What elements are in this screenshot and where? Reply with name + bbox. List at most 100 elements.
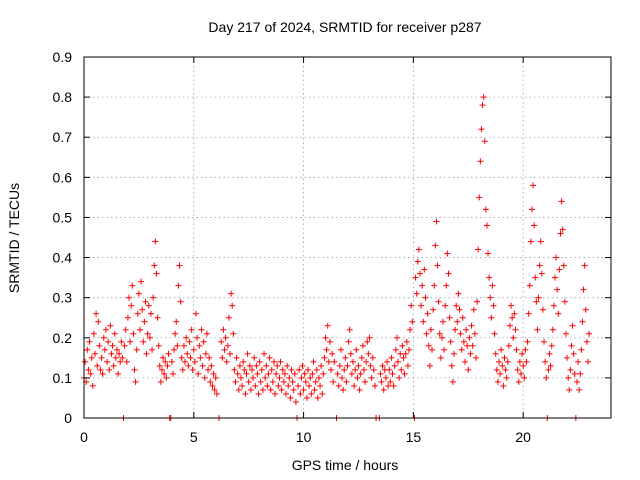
- data-point: [385, 382, 392, 389]
- data-point: [311, 386, 318, 393]
- data-point: [401, 370, 408, 377]
- data-point: [514, 366, 521, 373]
- data-point: [580, 286, 587, 293]
- data-point: [535, 294, 542, 301]
- data-point: [224, 342, 231, 349]
- data-point: [474, 298, 481, 305]
- data-point: [481, 138, 488, 145]
- data-point: [268, 366, 275, 373]
- data-point: [195, 370, 202, 377]
- data-point: [147, 310, 154, 317]
- data-point: [405, 346, 412, 353]
- data-point: [157, 378, 164, 385]
- data-point: [312, 378, 319, 385]
- data-point: [115, 370, 122, 377]
- data-point: [128, 302, 135, 309]
- data-point: [190, 346, 197, 353]
- data-point: [370, 366, 377, 373]
- data-point: [477, 158, 484, 165]
- data-point: [468, 322, 475, 329]
- data-point: [575, 358, 582, 365]
- data-point: [335, 382, 342, 389]
- data-point: [244, 350, 251, 357]
- data-point: [528, 206, 535, 213]
- data-point: [161, 370, 168, 377]
- data-point: [440, 318, 447, 325]
- data-point: [521, 374, 528, 381]
- data-point: [488, 314, 495, 321]
- data-point: [438, 334, 445, 341]
- data-point: [339, 374, 346, 381]
- data-point: [192, 310, 199, 317]
- data-point: [413, 290, 420, 297]
- chart-title: Day 217 of 2024, SRMTID for receiver p28…: [208, 19, 481, 35]
- data-point: [307, 374, 314, 381]
- data-point: [127, 338, 134, 345]
- data-point: [267, 386, 274, 393]
- data-point: [286, 374, 293, 381]
- data-point: [454, 318, 461, 325]
- data-point: [130, 330, 137, 337]
- x-tick-label: 10: [296, 429, 312, 445]
- data-point: [558, 198, 565, 205]
- y-axis-label: SRMTID / TECUs: [6, 183, 22, 293]
- data-point: [502, 366, 509, 373]
- data-point: [310, 358, 317, 365]
- data-point: [145, 302, 152, 309]
- data-point: [530, 182, 537, 189]
- data-point: [483, 222, 490, 229]
- data-point: [343, 378, 350, 385]
- data-point: [250, 374, 257, 381]
- data-point: [270, 358, 277, 365]
- data-point: [526, 282, 533, 289]
- data-point: [229, 302, 236, 309]
- x-tick-label: 15: [406, 429, 422, 445]
- data-point: [160, 354, 167, 361]
- data-point: [421, 266, 428, 273]
- data-point: [357, 370, 364, 377]
- data-point: [536, 262, 543, 269]
- y-tick-label: 0: [64, 410, 72, 426]
- data-point: [425, 342, 432, 349]
- data-point: [296, 366, 303, 373]
- data-point: [97, 366, 104, 373]
- data-point: [138, 278, 145, 285]
- data-point: [201, 374, 208, 381]
- data-point: [368, 374, 375, 381]
- data-point: [341, 366, 348, 373]
- data-point: [264, 382, 271, 389]
- data-point: [285, 382, 292, 389]
- data-point: [342, 354, 349, 361]
- data-point: [206, 354, 213, 361]
- data-point: [235, 386, 242, 393]
- data-point: [314, 394, 321, 401]
- y-tick-label: 0.6: [53, 169, 73, 185]
- data-point: [163, 374, 170, 381]
- data-point: [99, 370, 106, 377]
- data-point: [437, 354, 444, 361]
- data-point: [443, 282, 450, 289]
- y-tick-label: 0.5: [53, 209, 73, 225]
- data-point: [88, 354, 95, 361]
- data-point: [412, 274, 419, 281]
- data-point: [242, 390, 249, 397]
- data-point: [207, 378, 214, 385]
- data-point: [586, 330, 593, 337]
- data-point: [490, 302, 497, 309]
- data-point: [560, 262, 567, 269]
- data-point: [101, 346, 108, 353]
- data-point: [538, 270, 545, 277]
- data-point: [126, 294, 133, 301]
- data-point: [266, 354, 273, 361]
- data-point: [121, 342, 128, 349]
- data-point: [280, 378, 287, 385]
- data-point: [169, 370, 176, 377]
- data-point: [366, 334, 373, 341]
- data-point: [116, 350, 123, 357]
- data-point: [184, 350, 191, 357]
- data-point: [308, 390, 315, 397]
- data-point: [107, 322, 114, 329]
- data-point: [94, 362, 101, 369]
- data-point: [466, 334, 473, 341]
- data-point: [174, 342, 181, 349]
